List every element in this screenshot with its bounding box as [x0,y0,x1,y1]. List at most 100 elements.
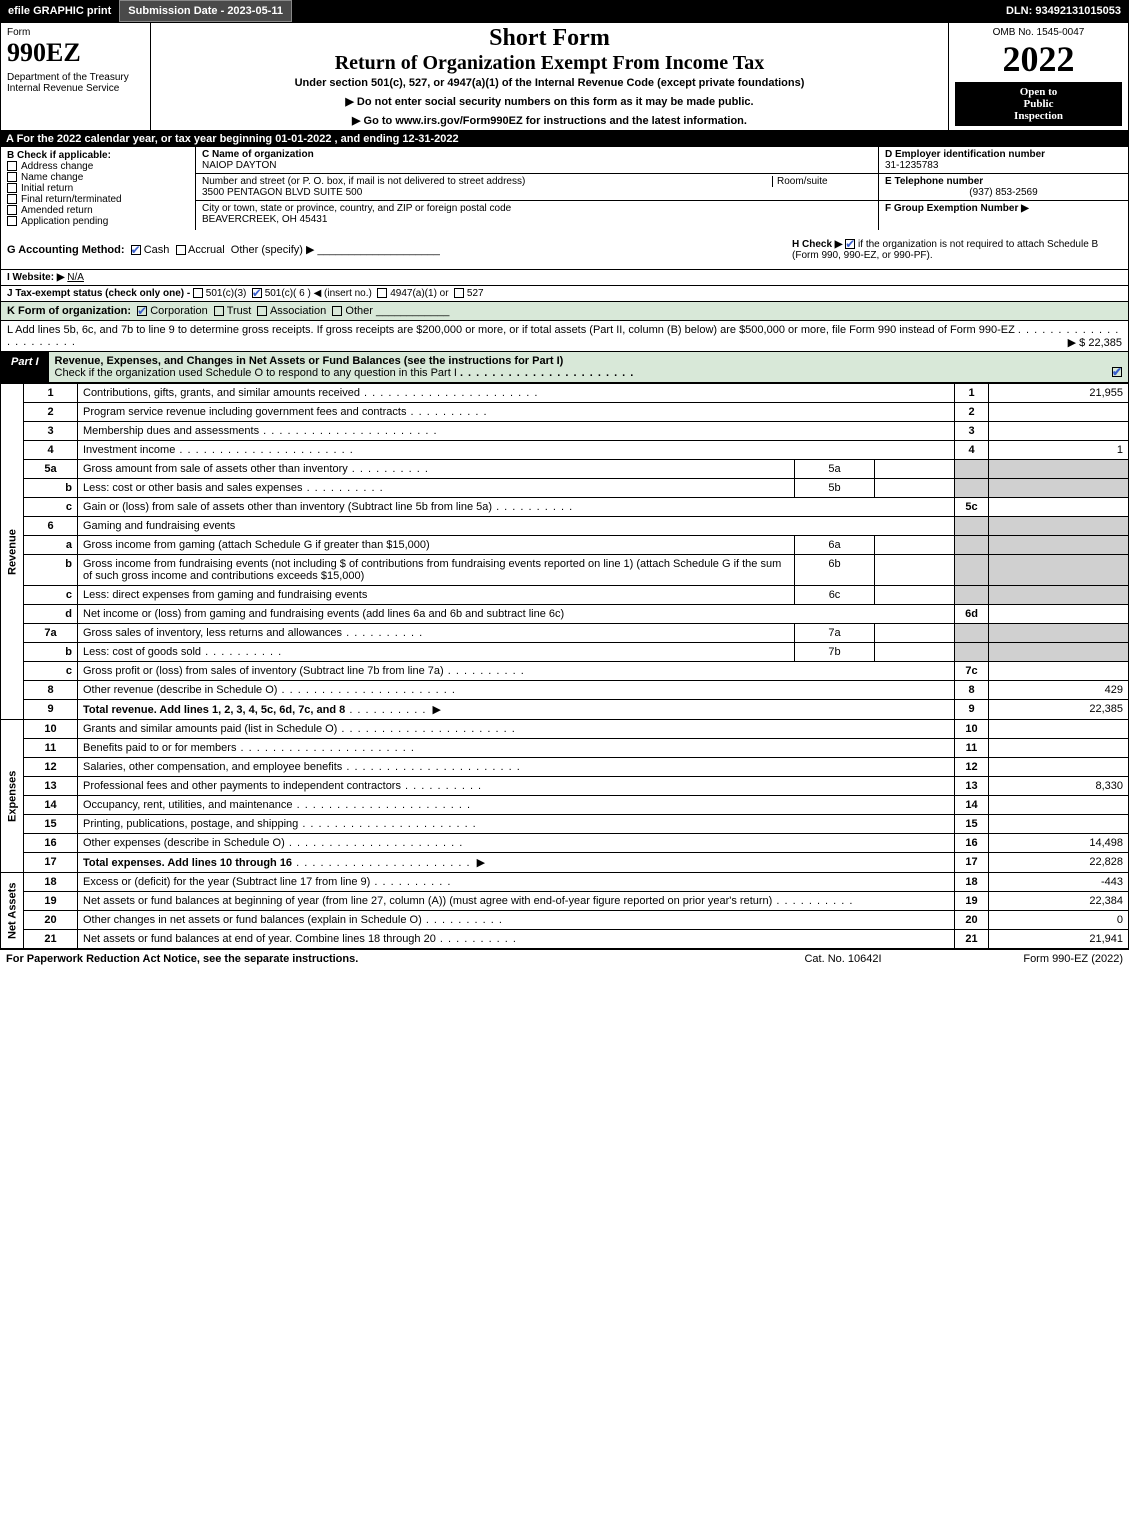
omb-number: OMB No. 1545-0047 [955,27,1122,38]
open-line3: Inspection [959,110,1118,122]
b-title: B Check if applicable: [7,150,189,161]
cb-4947[interactable] [377,288,387,298]
info-grid: B Check if applicable: Address change Na… [0,147,1129,230]
k-label: K Form of organization: [7,305,131,317]
row-7b: bLess: cost of goods sold7b [1,643,1129,662]
form-number: 990EZ [7,38,144,68]
e-label: E Telephone number [885,176,983,187]
row-18: Net Assets 18Excess or (deficit) for the… [1,873,1129,892]
org-name-cell: C Name of organization NAIOP DAYTON [196,147,878,174]
col-c: C Name of organization NAIOP DAYTON Numb… [196,147,878,230]
part1-subtitle: Check if the organization used Schedule … [55,367,457,379]
row-4: 4Investment income41 [1,441,1129,460]
city-value: BEAVERCREEK, OH 45431 [202,214,327,225]
header-mid: Short Form Return of Organization Exempt… [151,23,948,130]
cb-final-return[interactable]: Final return/terminated [7,194,189,205]
cb-527[interactable] [454,288,464,298]
under-section-text: Under section 501(c), 527, or 4947(a)(1)… [157,77,942,89]
tax-year: 2022 [955,38,1122,80]
cb-accrual[interactable] [176,245,186,255]
row-6b: bGross income from fundraising events (n… [1,555,1129,586]
ein-cell: D Employer identification number 31-1235… [879,147,1128,174]
j-label: J Tax-exempt status (check only one) - [7,288,193,299]
no-ssn-text: ▶ Do not enter social security numbers o… [157,95,942,108]
row-17: 17Total expenses. Add lines 10 through 1… [1,853,1129,873]
open-line2: Public [959,98,1118,110]
cb-cash[interactable] [131,245,141,255]
ein-value: 31-1235783 [885,160,938,171]
return-title: Return of Organization Exempt From Incom… [157,52,942,75]
row-11: 11Benefits paid to or for members11 [1,739,1129,758]
cb-501c3[interactable] [193,288,203,298]
header-left: Form 990EZ Department of the Treasury In… [1,23,151,130]
row-i: I Website: ▶ N/A [0,270,1129,286]
paperwork-notice: For Paperwork Reduction Act Notice, see … [6,953,743,965]
cb-other-org[interactable] [332,306,342,316]
goto-link[interactable]: ▶ Go to www.irs.gov/Form990EZ for instru… [157,114,942,127]
row-6: 6Gaming and fundraising events [1,517,1129,536]
short-form-title: Short Form [157,25,942,52]
row-9: 9Total revenue. Add lines 1, 2, 3, 4, 5c… [1,700,1129,720]
f-label: F Group Exemption Number ▶ [885,203,1029,214]
g-other: Other (specify) ▶ [231,244,315,256]
top-bar: efile GRAPHIC print Submission Date - 20… [0,0,1129,22]
row-7a: 7aGross sales of inventory, less returns… [1,624,1129,643]
row-8: 8Other revenue (describe in Schedule O)8… [1,681,1129,700]
row-k: K Form of organization: Corporation Trus… [0,302,1129,321]
row-j: J Tax-exempt status (check only one) - 5… [0,286,1129,302]
row-6a: aGross income from gaming (attach Schedu… [1,536,1129,555]
row-13: 13Professional fees and other payments t… [1,777,1129,796]
part1-table: Revenue 1 Contributions, gifts, grants, … [0,383,1129,949]
cb-initial-return[interactable]: Initial return [7,183,189,194]
submission-date-button[interactable]: Submission Date - 2023-05-11 [119,0,292,22]
city-label: City or town, state or province, country… [202,203,511,214]
org-name: NAIOP DAYTON [202,160,276,171]
l-text: L Add lines 5b, 6c, and 7b to line 9 to … [7,324,1015,336]
cb-corporation[interactable] [137,306,147,316]
cb-schedule-o[interactable] [1112,367,1122,377]
cb-h[interactable] [845,239,855,249]
col-de: D Employer identification number 31-1235… [878,147,1128,230]
department-label: Department of the Treasury Internal Reve… [7,72,144,94]
cb-application-pending[interactable]: Application pending [7,216,189,227]
row-16: 16Other expenses (describe in Schedule O… [1,834,1129,853]
dln-label: DLN: 93492131015053 [998,0,1129,22]
row-2: 2Program service revenue including gover… [1,403,1129,422]
cb-501c[interactable] [252,288,262,298]
website-value: N/A [67,272,84,283]
row-21: 21Net assets or fund balances at end of … [1,930,1129,949]
cb-association[interactable] [257,306,267,316]
col-b-checkboxes: B Check if applicable: Address change Na… [1,147,196,230]
l-amount: ▶ $ 22,385 [1068,336,1122,349]
row-g-h: G Accounting Method: Cash Accrual Other … [0,230,1129,270]
street-value: 3500 PENTAGON BLVD SUITE 500 [202,187,362,198]
row-14: 14Occupancy, rent, utilities, and mainte… [1,796,1129,815]
d-label: D Employer identification number [885,149,1045,160]
row-20: 20Other changes in net assets or fund ba… [1,911,1129,930]
section-a-bar: A For the 2022 calendar year, or tax yea… [0,131,1129,147]
row-6c: cLess: direct expenses from gaming and f… [1,586,1129,605]
topbar-spacer [292,0,998,22]
row-1: Revenue 1 Contributions, gifts, grants, … [1,384,1129,403]
cb-name-change[interactable]: Name change [7,172,189,183]
cb-amended-return[interactable]: Amended return [7,205,189,216]
cb-address-change[interactable]: Address change [7,161,189,172]
row-5c: cGain or (loss) from sale of assets othe… [1,498,1129,517]
efile-label[interactable]: efile GRAPHIC print [0,0,119,22]
row-5b: bLess: cost or other basis and sales exp… [1,479,1129,498]
city-cell: City or town, state or province, country… [196,201,878,227]
h-label: H Check ▶ [792,239,842,250]
street-cell: Number and street (or P. O. box, if mail… [196,174,878,201]
room-label: Room/suite [772,176,872,187]
g-accounting: G Accounting Method: Cash Accrual Other … [7,243,792,256]
line1-amount: 21,955 [989,384,1129,403]
cb-trust[interactable] [214,306,224,316]
row-l: L Add lines 5b, 6c, and 7b to line 9 to … [0,321,1129,352]
form-footer-id: Form 990-EZ (2022) [943,953,1123,965]
expenses-side-label: Expenses [1,720,24,873]
row-12: 12Salaries, other compensation, and empl… [1,758,1129,777]
line1-text: Contributions, gifts, grants, and simila… [83,387,360,399]
form-word: Form [7,27,144,38]
part1-header: Part I Revenue, Expenses, and Changes in… [0,352,1129,383]
phone-value: (937) 853-2569 [885,187,1122,198]
